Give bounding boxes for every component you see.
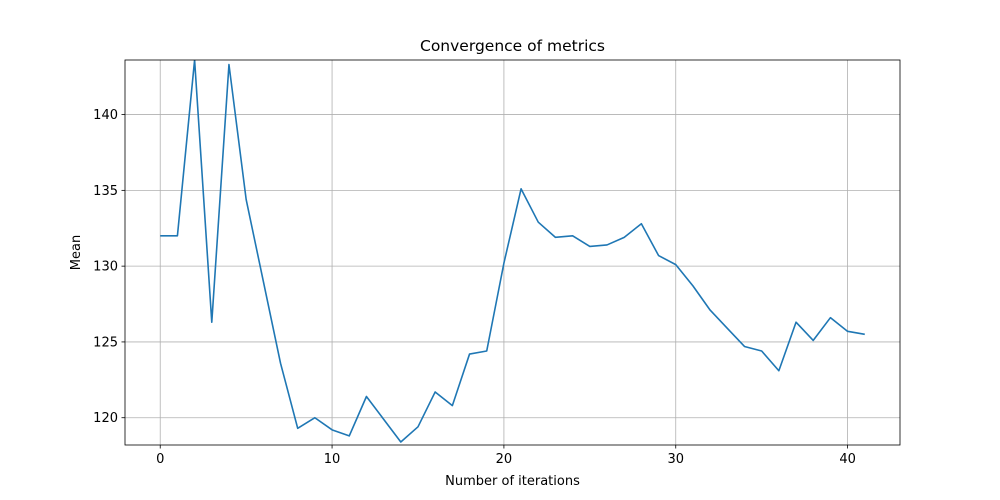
- y-tick-label: 140: [93, 108, 118, 123]
- axes-frame: [124, 59, 901, 446]
- y-tick-label: 130: [93, 260, 118, 275]
- chart-title: Convergence of metrics: [420, 37, 605, 55]
- x-tick-label: 30: [667, 452, 684, 467]
- y-tick-label: 120: [93, 411, 118, 426]
- y-tick-label: 125: [93, 335, 118, 350]
- y-tick-label: 135: [93, 184, 118, 199]
- x-tick-label: 40: [839, 452, 856, 467]
- x-tick-label: 0: [156, 452, 164, 467]
- series-line: [160, 60, 865, 443]
- plot-area: [160, 60, 865, 443]
- grid: [125, 60, 900, 445]
- x-tick-label: 10: [324, 452, 341, 467]
- x-axis-label: Number of iterations: [445, 474, 580, 489]
- ticks: 0 10 20 30 40 120 125 130 135 140: [93, 108, 856, 467]
- x-tick-label: 20: [496, 452, 513, 467]
- y-axis-label: Mean: [69, 235, 84, 270]
